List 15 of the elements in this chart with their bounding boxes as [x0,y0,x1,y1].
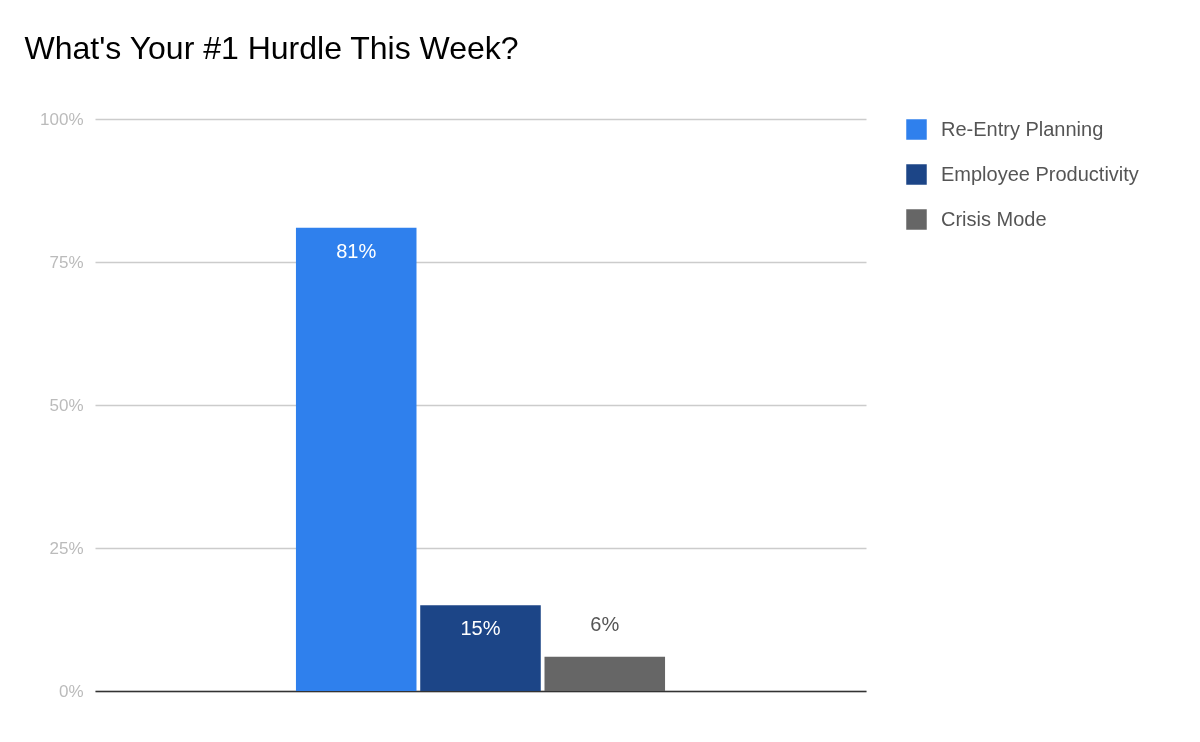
bar [420,605,541,691]
y-tick-label: 0% [58,681,84,701]
y-tick-label: 100% [40,109,84,129]
chart-title: What's Your #1 Hurdle This Week? [24,30,519,66]
data-label: 81% [336,239,377,262]
legend-label: Re-Entry Planning [941,117,1104,140]
y-tick-label: 75% [49,252,84,272]
y-tick-label: 50% [49,395,84,415]
legend-label: Crisis Mode [941,207,1047,230]
data-label: 15% [460,617,501,640]
legend-label: Employee Productivity [941,162,1139,185]
data-label: 6% [590,612,620,635]
y-tick-label: 25% [49,538,84,558]
bar [544,656,666,691]
bar [295,227,417,691]
